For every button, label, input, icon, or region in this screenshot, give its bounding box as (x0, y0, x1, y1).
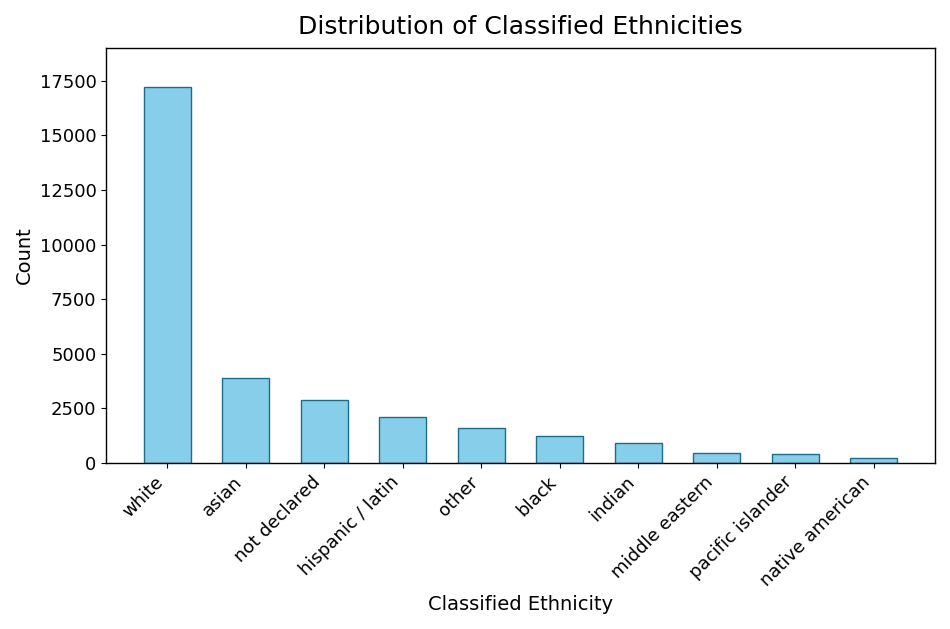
Y-axis label: Count: Count (15, 226, 34, 284)
Bar (222, 378, 270, 463)
Bar (536, 436, 583, 463)
Bar (143, 87, 191, 463)
Bar (615, 443, 662, 463)
Bar (301, 400, 348, 463)
Title: Distribution of Classified Ethnicities: Distribution of Classified Ethnicities (298, 15, 743, 39)
Bar (771, 454, 819, 463)
Bar (379, 417, 427, 463)
Bar (694, 454, 740, 463)
Bar (850, 458, 898, 463)
X-axis label: Classified Ethnicity: Classified Ethnicity (428, 595, 613, 614)
Bar (458, 428, 504, 463)
